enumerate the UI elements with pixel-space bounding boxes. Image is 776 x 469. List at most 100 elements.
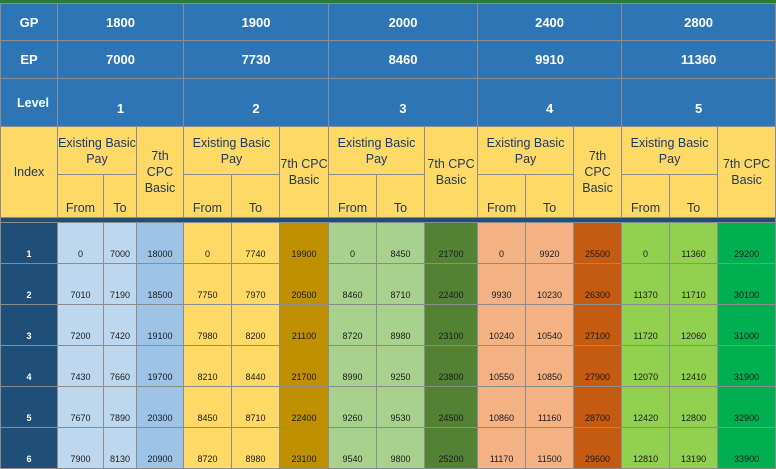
level5-cpc-cell: 30100 — [717, 263, 776, 305]
gp-value: 2400 — [477, 3, 623, 41]
level2-to-cell: 8980 — [231, 427, 281, 469]
cpc-basic-header: 7th CPC Basic — [135, 126, 185, 218]
existing-basic-pay-header: Existing Basic Pay — [57, 126, 137, 175]
level4-cpc-cell: 27900 — [573, 345, 623, 387]
gp-label: GP — [0, 3, 58, 41]
level4-to-cell: 11160 — [525, 386, 575, 428]
level4-cpc-cell: 28700 — [573, 386, 623, 428]
level1-from-cell: 0 — [57, 222, 104, 264]
from-header: From — [183, 174, 233, 218]
level2-from-cell: 0 — [183, 222, 233, 264]
level3-cpc-cell: 23800 — [424, 345, 479, 387]
gp-value: 2800 — [621, 3, 776, 41]
level1-cpc-cell: 20900 — [135, 427, 185, 469]
level2-cpc-cell: 22400 — [279, 386, 330, 428]
level2-from-cell: 7980 — [183, 304, 233, 346]
level4-to-cell: 10540 — [525, 304, 575, 346]
level5-to-cell: 12800 — [669, 386, 719, 428]
level2-from-cell: 8210 — [183, 345, 233, 387]
level4-cpc-cell: 26300 — [573, 263, 623, 305]
gp-value: 1800 — [56, 3, 185, 41]
level-value: 5 — [621, 78, 776, 127]
ep-value: 7000 — [56, 40, 185, 79]
level1-to-cell: 7190 — [103, 263, 137, 305]
level4-from-cell: 0 — [477, 222, 527, 264]
level3-cpc-cell: 24500 — [424, 386, 479, 428]
level1-from-cell: 7670 — [57, 386, 104, 428]
level1-cpc-cell: 19700 — [135, 345, 185, 387]
level2-to-cell: 7970 — [231, 263, 281, 305]
level1-cpc-cell: 19100 — [135, 304, 185, 346]
level3-to-cell: 9800 — [376, 427, 426, 469]
level-label: Level — [0, 78, 58, 127]
existing-basic-pay-header: Existing Basic Pay — [183, 126, 281, 175]
level5-to-cell: 11360 — [669, 222, 719, 264]
level4-to-cell: 10850 — [525, 345, 575, 387]
pay-matrix-table: GP 1800 1900 2000 2400 2800 EP 7000 7730… — [0, 3, 776, 469]
level5-cpc-cell: 29200 — [717, 222, 776, 264]
from-to-header-row: From To From To From To From To From To — [1, 174, 776, 218]
level4-cpc-cell: 25500 — [573, 222, 623, 264]
to-header: To — [103, 174, 137, 218]
level3-cpc-cell: 23100 — [424, 304, 479, 346]
level1-cpc-cell: 18500 — [135, 263, 185, 305]
level2-to-cell: 7740 — [231, 222, 281, 264]
level5-from-cell: 11720 — [621, 304, 671, 346]
level5-to-cell: 12060 — [669, 304, 719, 346]
level1-to-cell: 7420 — [103, 304, 137, 346]
level1-to-cell: 7660 — [103, 345, 137, 387]
level-value: 2 — [183, 78, 330, 127]
level3-to-cell: 9250 — [376, 345, 426, 387]
level4-cpc-cell: 29600 — [573, 427, 623, 469]
gp-row: GP 1800 1900 2000 2400 2800 — [0, 3, 776, 41]
cpc-basic-header: 7th CPC Basic — [717, 126, 776, 218]
level4-from-cell: 11170 — [477, 427, 527, 469]
level1-from-cell: 7200 — [57, 304, 104, 346]
level1-cpc-cell: 18000 — [135, 222, 185, 264]
cpc-basic-header: 7th CPC Basic — [279, 126, 330, 218]
level2-to-cell: 8440 — [231, 345, 281, 387]
table-row: 4 7430 7660 19700 8210 8440 21700 8990 9250 23800… — [0, 345, 776, 387]
level3-from-cell: 9260 — [328, 386, 378, 428]
level5-to-cell: 13190 — [669, 427, 719, 469]
to-header: To — [376, 174, 426, 218]
level4-to-cell: 9920 — [525, 222, 575, 264]
level2-cpc-cell: 19900 — [279, 222, 330, 264]
to-header: To — [669, 174, 719, 218]
level3-to-cell: 9530 — [376, 386, 426, 428]
level5-from-cell: 12810 — [621, 427, 671, 469]
level4-to-cell: 10230 — [525, 263, 575, 305]
level3-from-cell: 8460 — [328, 263, 378, 305]
level5-to-cell: 11710 — [669, 263, 719, 305]
level4-to-cell: 11500 — [525, 427, 575, 469]
ep-value: 11360 — [621, 40, 776, 79]
level4-from-cell: 9930 — [477, 263, 527, 305]
level1-cpc-cell: 20300 — [135, 386, 185, 428]
gp-value: 1900 — [183, 3, 330, 41]
level2-from-cell: 8720 — [183, 427, 233, 469]
level2-from-cell: 8450 — [183, 386, 233, 428]
level3-to-cell: 8710 — [376, 263, 426, 305]
index-header: Index — [0, 126, 58, 218]
level1-to-cell: 8130 — [103, 427, 137, 469]
top-border-stripe — [0, 0, 776, 3]
ep-value: 7730 — [183, 40, 330, 79]
level5-cpc-cell: 32900 — [717, 386, 776, 428]
level4-cpc-cell: 27100 — [573, 304, 623, 346]
level5-to-cell: 12410 — [669, 345, 719, 387]
table-row: 3 7200 7420 19100 7980 8200 21100 8720 8980 23100… — [0, 304, 776, 346]
level5-from-cell: 11370 — [621, 263, 671, 305]
level5-cpc-cell: 31000 — [717, 304, 776, 346]
ep-value: 8460 — [328, 40, 479, 79]
to-header: To — [231, 174, 281, 218]
level3-from-cell: 9540 — [328, 427, 378, 469]
existing-basic-pay-header: Existing Basic Pay — [328, 126, 426, 175]
level3-cpc-cell: 21700 — [424, 222, 479, 264]
level-value: 4 — [477, 78, 623, 127]
table-row: 2 7010 7190 18500 7750 7970 20500 8460 8710 22400… — [0, 263, 776, 305]
row-index-cell: 4 — [0, 345, 58, 387]
level3-to-cell: 8450 — [376, 222, 426, 264]
level2-to-cell: 8200 — [231, 304, 281, 346]
level3-to-cell: 8980 — [376, 304, 426, 346]
level4-from-cell: 10550 — [477, 345, 527, 387]
